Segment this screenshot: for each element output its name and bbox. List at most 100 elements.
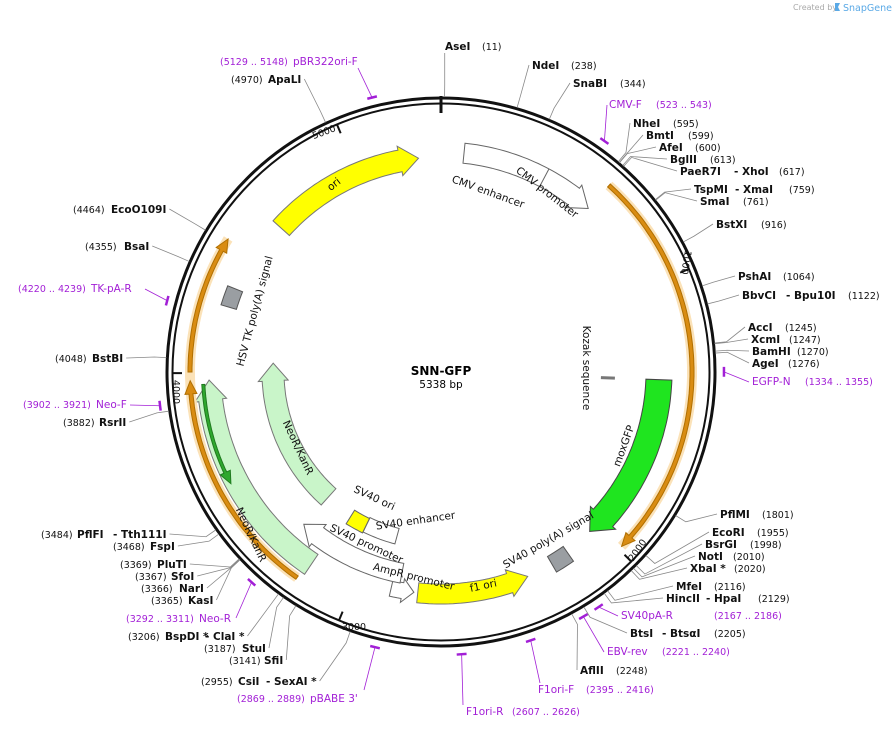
primer-leader	[357, 67, 373, 98]
primer-site: (4220 .. 4239)	[18, 284, 86, 295]
enzyme-site: (3484)	[41, 530, 73, 541]
enzyme-leader	[247, 593, 279, 637]
enzyme-site: (3367)	[135, 572, 167, 583]
primer-name: TK-pA-R	[90, 283, 132, 295]
primer-site: (1334 .. 1355)	[805, 377, 873, 388]
enzyme-name: NdeI	[532, 60, 559, 72]
primer-name: pBABE 3'	[310, 693, 358, 705]
enzyme-site: (1064)	[783, 272, 815, 283]
primer-site: (2167 .. 2186)	[714, 611, 782, 622]
primer-site: (2221 .. 2240)	[662, 647, 730, 658]
enzyme-name: EcoO109I	[111, 204, 166, 216]
enzyme-leader	[285, 605, 297, 661]
enzyme-name: KasI	[188, 595, 213, 607]
enzyme-name: HincII	[666, 593, 700, 605]
tick-label: 1000	[678, 250, 693, 276]
enzyme-leader	[617, 122, 631, 162]
enzyme-site: (344)	[620, 79, 646, 90]
primer-name: CMV-F	[609, 99, 642, 111]
feature-label: CMV enhancer	[450, 173, 526, 211]
tick-label: 3000	[342, 622, 366, 633]
enzyme-leader	[268, 597, 284, 649]
enzyme-name: - XmaI	[735, 184, 773, 196]
enzyme-name: BmtI	[646, 130, 674, 142]
orange-right	[606, 183, 695, 548]
enzyme-name: EcoRI	[712, 527, 745, 539]
primer-name: EBV-rev	[607, 646, 648, 658]
primer-name: pBR322ori-F	[293, 56, 358, 68]
enzyme-leader	[683, 223, 714, 243]
primer-site: (523 .. 543)	[656, 100, 712, 111]
enzyme-site: (599)	[688, 131, 714, 142]
enzyme-leader	[216, 559, 241, 601]
enzyme-site: (11)	[482, 42, 502, 53]
primer-site: (3902 .. 3921)	[23, 400, 91, 411]
enzyme-leader	[622, 156, 668, 166]
primer-mark	[525, 637, 536, 644]
enzyme-name: - SexAI *	[266, 676, 317, 688]
enzyme-name: BsrGI	[705, 539, 737, 551]
enzyme-leader	[303, 78, 326, 123]
enzyme-leader	[619, 146, 657, 164]
enzyme-site: (761)	[743, 197, 769, 208]
enzyme-name: AfeI	[659, 142, 683, 154]
primer-leader	[235, 582, 252, 619]
primer-name: EGFP-N	[752, 376, 791, 388]
ori-arrow	[272, 145, 420, 237]
sv40-enhancer-box	[362, 516, 400, 545]
enzyme-site: (1247)	[789, 335, 821, 346]
primer-name: F1ori-F	[538, 684, 574, 696]
sv40-promoter-arrow	[303, 523, 405, 584]
enzyme-name: NarI	[179, 583, 204, 595]
enzyme-site: (3141)	[229, 656, 261, 667]
enzyme-name: SfiI	[264, 655, 283, 667]
enzyme-name: SnaBI	[573, 78, 607, 90]
primer-mark	[578, 612, 589, 621]
enzyme-name: AccI	[748, 322, 772, 334]
enzyme-leader	[583, 606, 628, 634]
enzyme-name: NotI	[698, 551, 723, 563]
orange-left-lower	[184, 379, 299, 580]
enzyme-name: NheI	[633, 118, 660, 130]
enzyme-name: PshAI	[738, 271, 771, 283]
enzyme-name: BspDI *	[165, 631, 209, 643]
primer-leader	[604, 104, 608, 141]
primer-site: (5129 .. 5148)	[220, 57, 288, 68]
hsv-tk-box	[220, 285, 244, 311]
tick-label: 5000	[311, 123, 337, 142]
enzyme-site: (1801)	[762, 510, 794, 521]
enzyme-leader	[636, 543, 703, 575]
enzyme-leader	[633, 555, 696, 578]
enzyme-name: AgeI	[752, 358, 779, 370]
enzyme-name: - Bpu10I	[786, 290, 836, 302]
enzyme-name: - HpaI	[706, 593, 741, 605]
plasmid-length: 5338 bp	[419, 379, 463, 391]
enzyme-name: SfoI	[171, 571, 194, 583]
enzyme-site: (2020)	[734, 564, 766, 575]
enzyme-name: BtsI	[630, 628, 653, 640]
enzyme-name: BbvCI	[742, 290, 776, 302]
primer-mark	[593, 603, 604, 611]
enzyme-name: SmaI	[700, 196, 730, 208]
enzyme-site: (1955)	[757, 528, 789, 539]
enzyme-site: (595)	[673, 119, 699, 130]
moxgfp-arrow	[589, 378, 673, 532]
enzyme-name: FspI	[150, 541, 175, 553]
enzyme-site: (613)	[710, 155, 736, 166]
cmv-arrow	[462, 142, 589, 210]
green-thin-arrow	[201, 383, 232, 485]
backbone	[165, 96, 717, 648]
enzyme-leader	[169, 208, 206, 231]
primer-mark	[158, 400, 162, 411]
enzyme-leader	[169, 529, 217, 538]
primer-name: Neo-R	[199, 613, 231, 625]
cmv-divider	[539, 168, 550, 187]
enzyme-leader	[516, 64, 530, 108]
enzyme-leader	[707, 294, 740, 305]
enzyme-name: PflMI	[720, 509, 750, 521]
enzyme-leader	[702, 275, 736, 287]
primer-mark	[456, 652, 467, 656]
neor-outer-arrow	[193, 379, 319, 575]
enzyme-leader	[548, 82, 571, 120]
